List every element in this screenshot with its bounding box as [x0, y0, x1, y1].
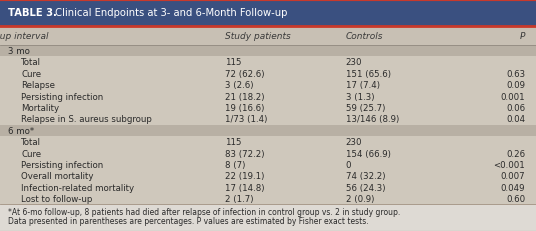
Text: Relapse: Relapse	[21, 81, 55, 90]
Text: Data presented in parentheses are percentages. P values are estimated by Fisher : Data presented in parentheses are percen…	[8, 216, 369, 225]
Text: 19 (16.6): 19 (16.6)	[225, 103, 264, 112]
Text: 154 (66.9): 154 (66.9)	[346, 149, 391, 158]
Text: P: P	[520, 32, 525, 40]
Text: 230: 230	[346, 137, 362, 146]
Text: 22 (19.1): 22 (19.1)	[225, 172, 264, 181]
Text: TABLE 3.: TABLE 3.	[8, 8, 57, 18]
Text: 2 (0.9): 2 (0.9)	[346, 194, 374, 203]
Text: 151 (65.6): 151 (65.6)	[346, 69, 391, 78]
Text: Persisting infection: Persisting infection	[21, 160, 103, 169]
Text: 0.007: 0.007	[501, 172, 525, 181]
FancyBboxPatch shape	[0, 0, 536, 27]
Text: 83 (72.2): 83 (72.2)	[225, 149, 265, 158]
Text: 0.26: 0.26	[506, 149, 525, 158]
FancyBboxPatch shape	[0, 68, 536, 79]
Text: Overall mortality: Overall mortality	[21, 172, 94, 181]
Text: 230: 230	[346, 58, 362, 67]
Text: 0.001: 0.001	[501, 92, 525, 101]
Text: Infection-related mortality: Infection-related mortality	[21, 183, 135, 192]
FancyBboxPatch shape	[0, 27, 536, 46]
FancyBboxPatch shape	[0, 57, 536, 68]
Text: 0.63: 0.63	[506, 69, 525, 78]
FancyBboxPatch shape	[0, 182, 536, 193]
Text: Lost to follow-up: Lost to follow-up	[21, 194, 93, 203]
Text: 21 (18.2): 21 (18.2)	[225, 92, 265, 101]
Text: Study patients: Study patients	[225, 32, 291, 40]
Text: Relapse in S. aureus subgroup: Relapse in S. aureus subgroup	[21, 115, 152, 124]
Text: 0.60: 0.60	[506, 194, 525, 203]
Text: 0.06: 0.06	[506, 103, 525, 112]
Text: Total: Total	[21, 58, 41, 67]
Text: 115: 115	[225, 137, 242, 146]
Text: 17 (14.8): 17 (14.8)	[225, 183, 265, 192]
Text: 6 mo*: 6 mo*	[8, 126, 34, 135]
FancyBboxPatch shape	[0, 148, 536, 159]
FancyBboxPatch shape	[0, 114, 536, 125]
Text: 74 (32.2): 74 (32.2)	[346, 172, 385, 181]
Text: 2 (1.7): 2 (1.7)	[225, 194, 254, 203]
Text: Clinical Endpoints at 3- and 6-Month Follow-up: Clinical Endpoints at 3- and 6-Month Fol…	[52, 8, 287, 18]
Text: Cure: Cure	[21, 69, 42, 78]
FancyBboxPatch shape	[0, 79, 536, 91]
Text: 115: 115	[225, 58, 242, 67]
Text: Controls: Controls	[346, 32, 383, 40]
Text: 8 (7): 8 (7)	[225, 160, 245, 169]
Text: Mortality: Mortality	[21, 103, 59, 112]
FancyBboxPatch shape	[0, 125, 536, 136]
FancyBboxPatch shape	[0, 91, 536, 102]
FancyBboxPatch shape	[0, 102, 536, 114]
Text: 56 (24.3): 56 (24.3)	[346, 183, 385, 192]
Text: Follow-up interval: Follow-up interval	[0, 32, 48, 40]
Text: 72 (62.6): 72 (62.6)	[225, 69, 265, 78]
FancyBboxPatch shape	[0, 159, 536, 170]
Text: 0: 0	[346, 160, 351, 169]
FancyBboxPatch shape	[0, 136, 536, 148]
Text: Total: Total	[21, 137, 41, 146]
FancyBboxPatch shape	[0, 193, 536, 204]
Text: 59 (25.7): 59 (25.7)	[346, 103, 385, 112]
Text: 13/146 (8.9): 13/146 (8.9)	[346, 115, 399, 124]
Text: Cure: Cure	[21, 149, 42, 158]
Text: 3 (2.6): 3 (2.6)	[225, 81, 254, 90]
Text: 3 mo: 3 mo	[8, 47, 30, 56]
Text: 0.04: 0.04	[506, 115, 525, 124]
Text: Persisting infection: Persisting infection	[21, 92, 103, 101]
Text: 0.049: 0.049	[501, 183, 525, 192]
Text: 0.09: 0.09	[507, 81, 525, 90]
Text: 17 (7.4): 17 (7.4)	[346, 81, 379, 90]
FancyBboxPatch shape	[0, 46, 536, 57]
Text: *At 6-mo follow-up, 8 patients had died after relapse of infection in control gr: *At 6-mo follow-up, 8 patients had died …	[8, 207, 400, 216]
FancyBboxPatch shape	[0, 170, 536, 182]
Text: 1/73 (1.4): 1/73 (1.4)	[225, 115, 267, 124]
Text: <0.001: <0.001	[494, 160, 525, 169]
Text: 3 (1.3): 3 (1.3)	[346, 92, 374, 101]
FancyBboxPatch shape	[0, 204, 536, 231]
